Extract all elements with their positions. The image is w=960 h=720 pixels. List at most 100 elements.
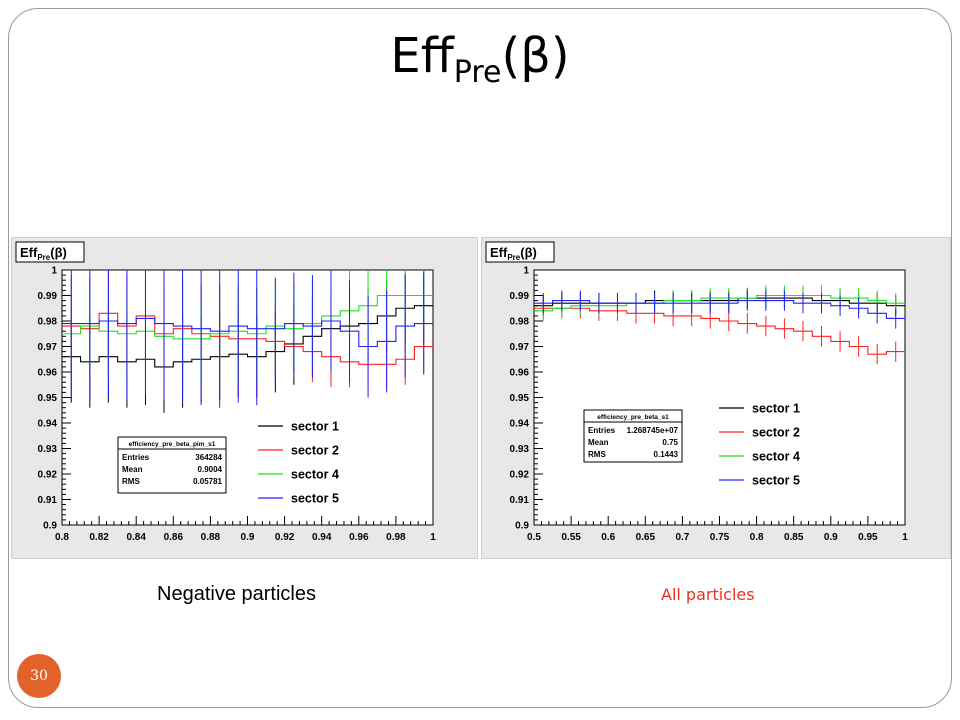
y-tick-label: 0.97 bbox=[510, 342, 530, 353]
series-line bbox=[62, 317, 433, 348]
y-tick-label: 0.96 bbox=[510, 368, 530, 379]
series-line bbox=[534, 307, 905, 355]
stats-value: 0.05781 bbox=[193, 477, 222, 486]
legend-swatch-bg bbox=[257, 489, 285, 505]
x-tick-label: 0.84 bbox=[126, 532, 146, 543]
x-tick-label: 0.75 bbox=[710, 532, 730, 543]
stats-value: 0.1443 bbox=[654, 450, 679, 459]
y-tick-label: 0.94 bbox=[38, 419, 58, 430]
y-tick-label: 0.9 bbox=[43, 521, 57, 532]
y-tick-label: 0.95 bbox=[38, 393, 58, 404]
stats-label: RMS bbox=[122, 477, 140, 486]
x-tick-label: 0.8 bbox=[55, 532, 69, 543]
y-tick-label: 0.9 bbox=[515, 521, 529, 532]
y-tick-label: 0.96 bbox=[38, 368, 58, 379]
x-tick-label: 0.55 bbox=[561, 532, 581, 543]
stats-name: efficiency_pre_beta_pim_s1 bbox=[129, 441, 216, 448]
stats-label: RMS bbox=[588, 450, 606, 459]
legend-swatch-bg bbox=[718, 399, 746, 415]
y-tick-label: 0.93 bbox=[38, 444, 58, 455]
x-tick-label: 0.82 bbox=[89, 532, 109, 543]
efficiency-chart-all: EffPre(β)0.90.910.920.930.940.950.960.97… bbox=[485, 241, 908, 543]
y-tick-label: 0.98 bbox=[38, 317, 58, 328]
stats-value: 0.75 bbox=[662, 438, 678, 447]
series-sector-5 bbox=[534, 290, 905, 329]
caption-all-particles: All particles bbox=[661, 585, 755, 604]
legend-swatch-bg bbox=[257, 465, 285, 481]
stats-box: efficiency_pre_beta_pim_s1 Entries 364284 M… bbox=[117, 436, 227, 494]
legend-label: sector 5 bbox=[752, 474, 800, 488]
stats-value: 364284 bbox=[195, 453, 222, 462]
legend-swatch-bg bbox=[257, 441, 285, 457]
x-tick-label: 0.6 bbox=[601, 532, 615, 543]
y-tick-label: 0.92 bbox=[38, 470, 58, 481]
x-tick-label: 0.9 bbox=[241, 532, 255, 543]
x-tick-label: 0.9 bbox=[824, 532, 838, 543]
title-argument: (β) bbox=[501, 28, 570, 84]
legend-swatch-bg bbox=[718, 447, 746, 463]
caption-negative-particles: Negative particles bbox=[157, 583, 316, 605]
x-tick-label: 0.94 bbox=[312, 532, 332, 543]
stats-value: 0.9004 bbox=[198, 465, 223, 474]
x-tick-label: 0.85 bbox=[784, 532, 804, 543]
y-tick-label: 0.91 bbox=[38, 495, 58, 506]
chart-panel-negative: EffPre(β) 0.9 0.91 0.92 0.93 0.94 0.95 0.96 0.97… bbox=[11, 237, 478, 559]
x-tick-label: 0.92 bbox=[275, 532, 295, 543]
hist-title-main: Eff bbox=[20, 245, 38, 260]
x-tick-label: 0.8 bbox=[750, 532, 764, 543]
stats-frame bbox=[117, 436, 227, 494]
x-tick-label: 0.88 bbox=[201, 532, 221, 543]
y-tick-label: 0.98 bbox=[510, 317, 530, 328]
x-tick-label: 0.86 bbox=[164, 532, 184, 543]
series-sector-5 bbox=[62, 270, 433, 408]
legend-swatch-bg bbox=[257, 417, 285, 433]
stats-label: Entries bbox=[122, 453, 150, 462]
series-line bbox=[62, 294, 433, 340]
hist-title-box: EffPre(β) bbox=[485, 241, 555, 263]
x-tick-label: 0.65 bbox=[636, 532, 656, 543]
y-tick-label: 0.99 bbox=[38, 291, 58, 302]
hist-title-main: Eff bbox=[490, 245, 508, 260]
title-main: Eff bbox=[390, 28, 454, 84]
legend-label: sector 2 bbox=[752, 426, 800, 440]
legend-swatch-bg bbox=[718, 471, 746, 487]
slide-frame bbox=[8, 8, 952, 708]
stats-name: efficiency_pre_beta_s1 bbox=[597, 414, 669, 421]
hist-title: EffPre(β) bbox=[20, 245, 67, 262]
hist-title: EffPre(β) bbox=[490, 245, 537, 262]
legend-label: sector 1 bbox=[752, 402, 800, 416]
y-tick-label: 0.95 bbox=[510, 393, 530, 404]
legend-label: sector 4 bbox=[291, 468, 339, 482]
x-tick-label: 0.7 bbox=[675, 532, 689, 543]
legend: sector 1 sector 2 sector 4 sector 5 bbox=[718, 399, 800, 488]
y-tick-label: 0.97 bbox=[38, 342, 58, 353]
y-tick-label: 0.94 bbox=[510, 419, 530, 430]
stats-frame bbox=[583, 409, 683, 463]
x-tick-label: 0.95 bbox=[858, 532, 878, 543]
title-subscript: Pre bbox=[453, 55, 502, 90]
hist-title-arg: (β) bbox=[50, 245, 67, 260]
x-tick-label: 0.5 bbox=[527, 532, 541, 543]
x-tick-label: 1 bbox=[902, 532, 908, 543]
slide-title: EffPre(β) bbox=[0, 28, 960, 90]
y-tick-label: 0.91 bbox=[510, 495, 530, 506]
legend: sector 1 sector 2 sector 4 sector 5 bbox=[257, 417, 339, 506]
efficiency-chart-negative: EffPre(β)0.90.910.920.930.940.950.960.97… bbox=[15, 241, 436, 543]
y-tick-label: 0.99 bbox=[510, 291, 530, 302]
x-tick-label: 0.96 bbox=[349, 532, 369, 543]
hist-title-sub: Pre bbox=[37, 253, 50, 262]
hist-title-sub: Pre bbox=[507, 253, 520, 262]
stats-value: 1.268745e+07 bbox=[627, 426, 679, 435]
y-tick-label: 0.93 bbox=[510, 444, 530, 455]
stats-label: Mean bbox=[588, 438, 609, 447]
stats-box: efficiency_pre_beta_s1 Entries 1.268745e+0… bbox=[583, 409, 683, 463]
x-tick-label: 1 bbox=[430, 532, 436, 543]
legend-label: sector 1 bbox=[291, 420, 339, 434]
legend-swatch-bg bbox=[718, 423, 746, 439]
chart-panel-all: EffPre(β) 0.9 0.91 0.92 0.93 0.94 0.95 0.96 0.97… bbox=[481, 237, 951, 559]
stats-label: Entries bbox=[588, 426, 616, 435]
y-tick-label: 0.92 bbox=[510, 470, 530, 481]
stats-label: Mean bbox=[122, 465, 143, 474]
hist-title-box: EffPre(β) bbox=[15, 241, 85, 263]
series-line bbox=[534, 300, 905, 319]
